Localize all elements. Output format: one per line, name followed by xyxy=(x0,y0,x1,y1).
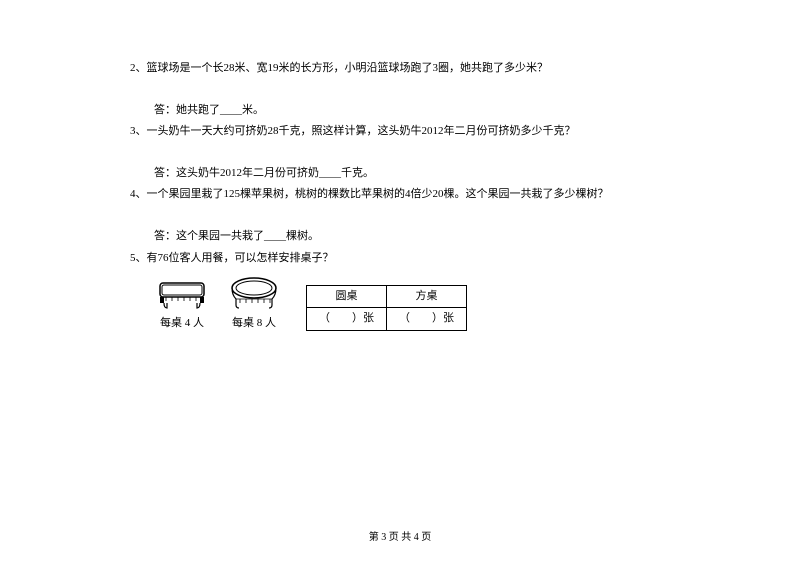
square-table-label: 每桌 4 人 xyxy=(160,315,204,333)
answer-3: 答：这头奶牛2012年二月份可挤奶____千克。 xyxy=(130,165,670,183)
question-4: 4、一个果园里栽了125棵苹果树，桃树的棵数比苹果树的4倍少20棵。这个果园一共… xyxy=(130,186,670,204)
question-2: 2、篮球场是一个长28米、宽19米的长方形，小明沿篮球场跑了3圈，她共跑了多少米… xyxy=(130,60,670,78)
tables-illustration-row: 每桌 4 人 每桌 8 人 圆桌 方桌 xyxy=(154,275,670,333)
page-footer: 第 3 页 共 4 页 xyxy=(0,528,800,543)
grid-header-square: 方桌 xyxy=(387,285,467,308)
square-table-group: 每桌 4 人 xyxy=(154,275,210,333)
answer-grid-table: 圆桌 方桌 （ ）张 （ ）张 xyxy=(306,285,467,331)
grid-header-round: 圆桌 xyxy=(307,285,387,308)
question-5-text: 5、有76位客人用餐，可以怎样安排桌子？ xyxy=(130,250,670,268)
round-table-label: 每桌 8 人 xyxy=(232,315,276,333)
question-4-text: 4、一个果园里栽了125棵苹果树，桃树的棵数比苹果树的4倍少20棵。这个果园一共… xyxy=(130,186,670,204)
answer-4: 答：这个果园一共栽了____棵树。 xyxy=(130,228,670,246)
question-5: 5、有76位客人用餐，可以怎样安排桌子？ xyxy=(130,250,670,268)
table-row: （ ）张 （ ）张 xyxy=(307,308,467,331)
square-table-icon xyxy=(154,275,210,311)
question-2-text: 2、篮球场是一个长28米、宽19米的长方形，小明沿篮球场跑了3圈，她共跑了多少米… xyxy=(130,60,670,78)
question-3: 3、一头奶牛一天大约可挤奶28千克，照这样计算，这头奶牛2012年二月份可挤奶多… xyxy=(130,123,670,141)
round-table-icon xyxy=(226,275,282,311)
document-content: 2、篮球场是一个长28米、宽19米的长方形，小明沿篮球场跑了3圈，她共跑了多少米… xyxy=(0,0,800,333)
round-table-group: 每桌 8 人 xyxy=(226,275,282,333)
question-3-text: 3、一头奶牛一天大约可挤奶28千克，照这样计算，这头奶牛2012年二月份可挤奶多… xyxy=(130,123,670,141)
grid-cell-square: （ ）张 xyxy=(387,308,467,331)
answer-2: 答：她共跑了____米。 xyxy=(130,102,670,120)
table-row: 圆桌 方桌 xyxy=(307,285,467,308)
grid-cell-round: （ ）张 xyxy=(307,308,387,331)
